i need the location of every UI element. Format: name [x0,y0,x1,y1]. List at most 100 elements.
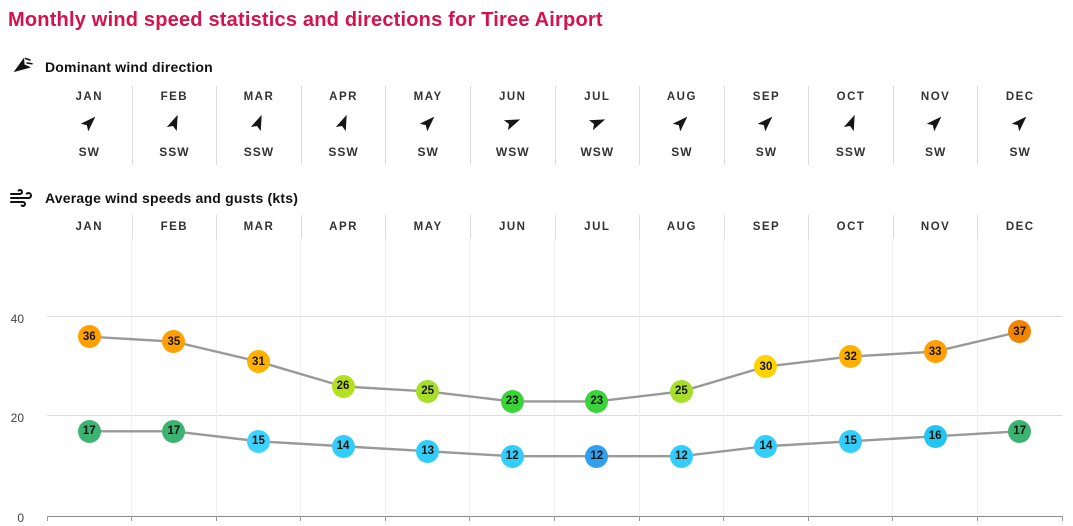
wind-direction-value: SW [671,145,693,159]
axis-tick [1061,516,1063,521]
wind-direction-value: SW [924,145,947,159]
wind-direction-value: SSW [835,145,867,159]
wind-direction-column: SEP SW [723,86,809,165]
wind-arrow-cell [978,113,1062,140]
wind-direction-value: SW [755,145,778,159]
column-separator [638,239,640,516]
axis-tick [807,516,809,521]
month-label: OCT [808,215,893,239]
month-label: SEP [723,215,809,239]
gust-point: 25 [669,379,693,403]
wind-speed-point: 15 [246,429,270,453]
y-axis-label: 0 [17,511,24,525]
wind-arrow-icon [673,116,688,132]
month-label: JAN [75,221,104,233]
wind-speed-point: 17 [77,419,101,443]
speeds-section-heading: Average wind speeds and gusts (kts) [45,190,299,206]
wind-direction-value: SW [417,145,439,159]
average-wind-speed-line [89,430,1020,458]
wind-direction-column: JUL WSW [554,86,640,165]
wind-speed-point: 14 [754,434,778,458]
wind-direction-column: DEC SW [977,86,1062,165]
y-axis-label: 20 [10,411,24,426]
axis-tick [723,516,725,521]
axis-tick [215,516,217,521]
wind-arrow-cell [217,113,301,140]
wind-direction-value: SW [78,145,100,159]
wind-arrow-icon [1011,116,1027,132]
gust-point: 26 [331,374,355,398]
column-separator [807,239,809,516]
wind-arrow-cell [640,113,724,140]
month-label: AUG [639,215,724,239]
speeds-section-header: Average wind speeds and gusts (kts) [8,185,1073,211]
column-separator [976,239,978,516]
month-label: JUN [498,91,527,103]
wind-arrow-icon [504,119,521,131]
month-label: JUN [469,215,555,239]
column-separator [892,239,894,516]
month-label: APR [300,215,386,239]
wind-arrow-cell [302,113,386,140]
wind-arrow-icon [80,116,96,132]
wind-arrow-cell [47,113,132,140]
wind-speed-point: 15 [839,429,863,453]
column-separator [554,239,555,516]
wind-arrow-cell [725,113,809,140]
wind-direction-value: SW [1009,145,1031,159]
y-axis-label: 40 [10,311,24,326]
wind-arrow-icon [843,114,855,132]
direction-section-heading: Dominant wind direction [45,59,213,75]
gusts-line [89,330,1020,403]
gust-point: 32 [839,345,863,369]
dominant-wind-direction-section: Dominant wind direction JAN SW FEB SSW MAR SS… [0,54,1073,165]
wind-direction-value: SSW [159,145,190,159]
month-label: DEC [977,215,1062,239]
month-label: MAR [216,215,301,239]
axis-tick [976,516,978,521]
wind-arrow-cell [386,113,470,140]
axis-tick [554,516,555,521]
gust-point: 33 [923,340,947,364]
gust-point: 36 [77,325,101,349]
wind-direction-value: SSW [328,145,359,159]
wind-arrow-cell [894,113,978,140]
month-label: FEB [160,91,189,103]
gust-point: 37 [1008,320,1032,344]
wind-direction-column: MAY SW [385,86,470,165]
axis-tick [300,516,302,521]
wind-direction-column: JAN SW [47,86,132,165]
month-label: APR [329,91,358,103]
wind-speed-point: 12 [500,444,524,468]
wind-direction-value: WSW [495,145,530,159]
gust-point: 23 [500,389,524,413]
wind-arrow-icon [588,119,605,131]
wind-speed-point: 16 [923,424,947,448]
month-label: MAY [385,215,470,239]
wind-direction-column: FEB SSW [131,86,217,165]
column-separator [723,239,725,516]
wind-arrow-icon [757,116,773,132]
gust-point: 30 [754,355,778,379]
wind-direction-column: OCT SSW [808,86,893,165]
axis-tick [131,516,133,521]
gust-point: 25 [416,379,440,403]
wind-direction-column: NOV SW [892,86,978,165]
line-series-svg [89,330,1020,458]
page-title: Monthly wind speed statistics and direct… [8,9,603,31]
wind-speed-point: 14 [331,434,355,458]
month-label: JAN [75,91,104,103]
month-label: NOV [892,215,978,239]
wind-arrow-icon [335,114,347,132]
wind-speed-chart: 36 35 31 26 25 23 23 25 30 32 33 37 17 17 15 14 13 12 12 12… [11,239,1063,525]
month-label: JUL [554,215,640,239]
month-label: FEB [131,215,217,239]
wind-arrow-icon [419,116,434,132]
wind-arrow-cell [133,113,217,140]
chart-month-axis: JAN FEB MAR APR MAY JUN JUL AUG SEP OCT NOV DEC [47,215,1062,239]
wind-speed-icon [8,185,34,211]
wind-direction-column: AUG SW [639,86,724,165]
wind-speed-point: 12 [669,444,693,468]
wind-direction-value: SSW [243,145,275,159]
direction-section-header: Dominant wind direction [8,54,1073,80]
